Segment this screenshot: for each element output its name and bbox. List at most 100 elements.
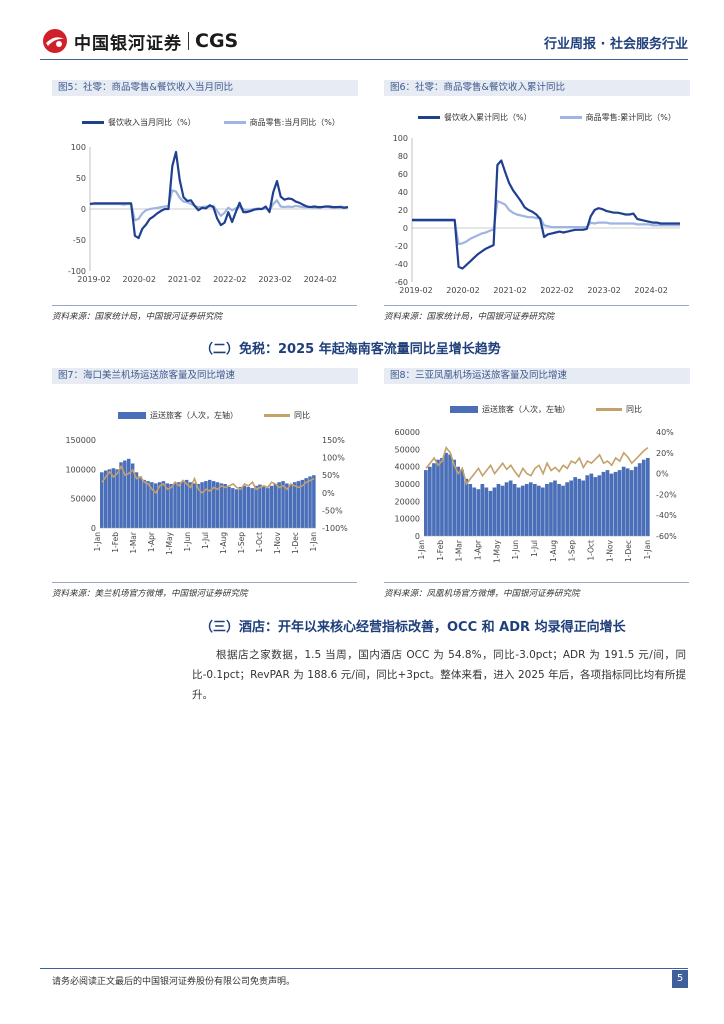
passenger-bar xyxy=(565,482,569,536)
passenger-bar xyxy=(613,471,618,536)
x-tick-label: 1-Oct xyxy=(255,532,264,553)
legend-swatch xyxy=(418,116,440,119)
passenger-bar xyxy=(296,481,301,528)
x-tick-label: 2019-02 xyxy=(399,286,432,295)
fig7-source: 资料来源：美兰机场官方微博，中国银河证券研究院 xyxy=(52,589,248,599)
x-tick-label: 1-Jul xyxy=(201,532,210,549)
yoy-line xyxy=(101,464,315,495)
y-tick-label: -20 xyxy=(395,242,408,251)
page-number: 5 xyxy=(672,970,688,988)
passenger-bar xyxy=(192,483,197,528)
x-tick-label: 1-Sep xyxy=(568,540,577,562)
passenger-bar xyxy=(573,477,577,536)
x-tick-label: 1-Aug xyxy=(549,540,558,562)
passenger-bar xyxy=(452,459,456,536)
brand-logo: 中国银河证券 CGS xyxy=(42,28,238,54)
legend-swatch xyxy=(118,412,146,419)
legend-swatch xyxy=(559,116,582,119)
right-tick-label: -60% xyxy=(656,532,677,541)
x-tick-label: 1-Dec xyxy=(291,532,300,554)
passenger-bar xyxy=(123,460,127,528)
x-tick-label: 1-Jan xyxy=(417,540,426,560)
left-tick-label: 30000 xyxy=(395,480,420,489)
right-tick-label: -20% xyxy=(656,490,677,499)
fig7-source-rule xyxy=(52,582,357,583)
passenger-bar xyxy=(265,488,270,528)
series-line xyxy=(412,199,680,246)
passenger-bar xyxy=(235,489,239,528)
y-tick-label: 60 xyxy=(398,170,408,179)
passenger-bar xyxy=(617,470,622,536)
passenger-bar xyxy=(115,469,119,528)
passenger-bar xyxy=(500,485,505,536)
passenger-bar xyxy=(537,485,541,536)
passenger-bar xyxy=(476,489,481,536)
x-tick-label: 1-Jun xyxy=(183,532,192,552)
x-tick-label: 1-Nov xyxy=(273,531,282,554)
passenger-bar xyxy=(524,484,529,536)
passenger-bar xyxy=(254,485,258,528)
passenger-bar xyxy=(637,463,642,536)
passenger-bar xyxy=(107,469,112,528)
passenger-bar xyxy=(142,479,146,528)
right-tick-label: 20% xyxy=(656,449,674,458)
y-tick-label: -50 xyxy=(73,236,86,245)
passenger-bar xyxy=(625,468,630,536)
passenger-bar xyxy=(533,484,537,536)
y-tick-label: 0 xyxy=(403,224,408,233)
logo-cgs: CGS xyxy=(195,30,239,52)
x-tick-label: 2024-02 xyxy=(634,286,667,295)
fig7-title: 图7：海口美兰机场运送旅客量及同比增速 xyxy=(52,368,358,384)
y-tick-label: 0 xyxy=(81,205,86,214)
left-tick-label: 50000 xyxy=(71,495,96,504)
x-tick-label: 2023-02 xyxy=(258,275,291,284)
passenger-bar xyxy=(169,484,173,528)
hotel-paragraph: 根据店之家数据，1.5 当周，国内酒店 OCC 为 54.8%，同比-3.0pc… xyxy=(192,649,686,701)
right-tick-label: -100% xyxy=(322,524,348,533)
passenger-bar xyxy=(492,487,497,536)
passenger-bar xyxy=(281,481,285,528)
legend-label: 餐饮收入累计同比（%） xyxy=(444,113,532,122)
passenger-bar xyxy=(196,484,200,528)
fig8-chart: 60000 50000 40000 30000 20000 10000 0 40% 20% 0% -… xyxy=(395,428,678,563)
passenger-bar xyxy=(204,481,208,528)
y-tick-label: 40 xyxy=(398,188,408,197)
header-category: 行业周报 · 社会服务行业 xyxy=(544,37,688,52)
x-tick-label: 2021-02 xyxy=(493,286,526,295)
passenger-bar xyxy=(211,481,216,528)
passenger-bar xyxy=(601,471,606,536)
legend-swatch xyxy=(223,121,246,124)
passenger-bar xyxy=(312,475,316,528)
fig6-source-rule xyxy=(384,305,689,306)
legend-swatch xyxy=(596,408,622,411)
passenger-bar xyxy=(633,466,638,536)
passenger-bar xyxy=(273,484,278,528)
right-tick-label: -40% xyxy=(656,511,677,520)
passenger-bar xyxy=(621,466,626,536)
y-tick-label: -60 xyxy=(395,278,408,287)
fig6-source: 资料来源：国家统计局，中国银河证券研究院 xyxy=(384,312,555,322)
legend-label: 同比 xyxy=(626,405,642,414)
passenger-bar xyxy=(609,473,614,536)
legend-label: 商品零售:当月同比（%） xyxy=(249,118,340,127)
passenger-bar xyxy=(424,470,428,536)
passenger-bar xyxy=(177,482,181,528)
x-tick-label: 2021-02 xyxy=(168,275,201,284)
passenger-bar xyxy=(512,484,517,536)
passenger-bar xyxy=(545,484,549,536)
section-hotel-title: （三）酒店：开年以来核心经营指标改善，OCC 和 ADR 均录得正向增长 xyxy=(200,620,626,635)
fig8-legend: 运送旅客（人次，左轴） 同比 xyxy=(450,404,642,415)
passenger-bar xyxy=(456,466,460,536)
legend-swatch xyxy=(264,414,290,417)
x-tick-label: 2019-02 xyxy=(77,275,110,284)
fig5-source: 资料来源：国家统计局，中国银河证券研究院 xyxy=(52,312,223,322)
passenger-bar xyxy=(432,463,436,536)
x-tick-label: 1-Oct xyxy=(587,540,596,561)
passenger-bar xyxy=(516,487,521,536)
passenger-bar xyxy=(127,458,131,528)
x-tick-label: 1-Jul xyxy=(530,540,539,557)
passenger-bar xyxy=(246,486,251,528)
passenger-bar xyxy=(448,454,452,536)
x-tick-label: 1-May xyxy=(492,539,501,563)
